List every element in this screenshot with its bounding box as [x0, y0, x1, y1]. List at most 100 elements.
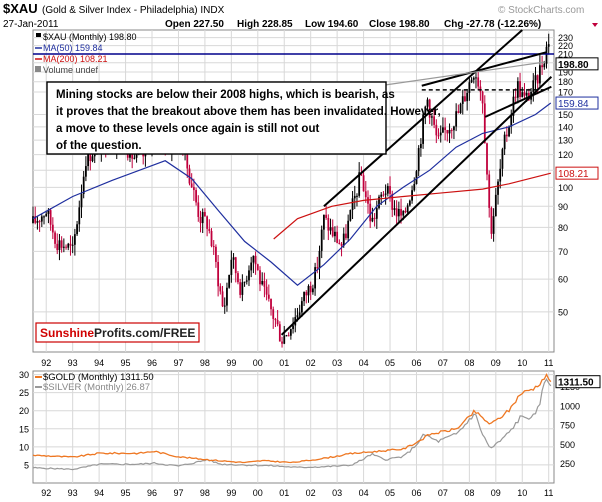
annotation-line-3: a move to these levels once again is sti… — [56, 123, 319, 135]
candle-body — [316, 267, 319, 269]
price-y-tick-label: 150 — [558, 110, 573, 120]
price-x-tick-label: 01 — [279, 358, 289, 368]
candle-body — [278, 324, 281, 342]
candle-body — [499, 168, 502, 182]
sunshine-profits-logo[interactable]: SunshineProfits.com/FREE — [35, 322, 200, 343]
candle-body — [126, 154, 129, 158]
gold-axis-tick-label: 1000 — [560, 401, 580, 411]
annotation-line-4: of the question. — [56, 140, 142, 152]
price-overlays — [32, 29, 554, 336]
candle-body — [455, 111, 458, 127]
gold-silver-x-tick-label: 11 — [544, 488, 553, 498]
candle-body — [514, 96, 517, 98]
candle-body — [468, 82, 471, 93]
candle-body — [433, 116, 436, 125]
gold-silver-x-tick-label: 97 — [173, 488, 183, 498]
candle-body — [219, 286, 222, 292]
candle-body — [252, 255, 255, 263]
gold-silver-x-tick-label: 93 — [68, 488, 78, 498]
candle-body — [512, 96, 515, 116]
candle-body — [349, 209, 352, 221]
value-box-ma50 — [555, 96, 599, 110]
trendline-channel-lower — [280, 76, 553, 336]
candle-body — [270, 298, 272, 310]
candle-body — [223, 305, 226, 307]
candle-body — [212, 246, 215, 248]
candle-body — [289, 329, 292, 336]
candle-body — [397, 208, 400, 217]
volume-legend-swatch — [35, 66, 41, 72]
gold-value-box — [555, 375, 601, 389]
candle-body — [375, 208, 378, 219]
candle-body — [314, 267, 316, 289]
trendline-channel-upper — [323, 29, 523, 208]
annotation-text: Mining stocks are below their 2008 highs… — [56, 89, 444, 152]
gold-silver-x-tick-label: 05 — [385, 488, 395, 498]
candle-body — [406, 205, 409, 213]
candle-body — [541, 65, 543, 68]
price-x-tick-label: 97 — [173, 358, 183, 368]
candle-body — [274, 318, 277, 321]
gold-silver-x-tick-label: 98 — [200, 488, 210, 498]
candle-body — [336, 231, 339, 243]
candle-body — [450, 129, 453, 131]
candle-body — [497, 181, 499, 195]
gold-axis-tick-label: 750 — [560, 421, 575, 431]
candle-body — [424, 106, 427, 115]
candle-body — [192, 187, 195, 191]
gold-value-box-label: 1311.50 — [558, 378, 594, 389]
candle-body — [186, 150, 189, 169]
candle-body — [356, 195, 358, 197]
candle-body — [442, 127, 444, 133]
price-x-tick-label: 11 — [544, 358, 553, 368]
gold-silver-x-tick-label: 08 — [464, 488, 474, 498]
candle-body — [426, 99, 429, 107]
candle-body — [523, 92, 526, 96]
price-y-tick-label: 90 — [558, 202, 568, 212]
gold-silver-x-tick-label: 96 — [147, 488, 157, 498]
candle-body — [281, 341, 283, 344]
low-value: Low 194.60 — [305, 19, 359, 30]
candle-body — [250, 262, 253, 271]
candle-body — [73, 234, 76, 245]
legend-xau: $XAU (Monthly) 198.80 — [43, 32, 137, 42]
close-value: Close 198.80 — [369, 19, 430, 30]
candle-body — [483, 103, 486, 144]
candle-body — [413, 184, 416, 191]
candle-body — [395, 208, 398, 217]
price-y-tick-label: 140 — [558, 122, 573, 132]
candle-body — [208, 228, 211, 231]
price-x-tick-label: 05 — [385, 358, 395, 368]
gold-silver-lines — [32, 372, 552, 471]
gold-silver-x-tick-label: 06 — [411, 488, 421, 498]
gold-silver-x-tick-label: 94 — [94, 488, 104, 498]
candle-body — [510, 115, 513, 127]
gold-silver-x-tick-label: 03 — [332, 488, 342, 498]
candle-body — [391, 193, 394, 210]
candle-body — [265, 286, 268, 295]
candle-body — [261, 280, 264, 285]
logo-text: SunshineProfits.com/FREE — [40, 326, 195, 340]
candle-body — [446, 130, 449, 134]
candle-body — [428, 99, 431, 118]
candle-body — [78, 207, 81, 225]
high-value: High 228.85 — [237, 19, 293, 30]
candle-body — [501, 149, 504, 169]
candle-body — [444, 127, 447, 131]
candle-body — [82, 176, 85, 195]
logo-part-2: Profits.com/FREE — [94, 326, 195, 340]
candle-body — [481, 91, 484, 104]
candle-body — [466, 92, 469, 102]
candle-body — [221, 291, 224, 307]
candle-body — [532, 80, 535, 92]
candle-body — [263, 280, 266, 287]
candle-body — [329, 227, 332, 231]
candle-body — [283, 335, 286, 344]
gold-silver-x-axis: 92 93 94 95 96 97 98 99 00 01 02 03 04 05 06 07 08 09 10 11 — [41, 488, 553, 498]
candle-body — [422, 114, 424, 144]
candle-body — [457, 111, 460, 113]
candle-body — [51, 224, 54, 233]
candle-body — [243, 281, 246, 283]
candle-body — [373, 217, 376, 219]
price-x-tick-label: 93 — [68, 358, 78, 368]
